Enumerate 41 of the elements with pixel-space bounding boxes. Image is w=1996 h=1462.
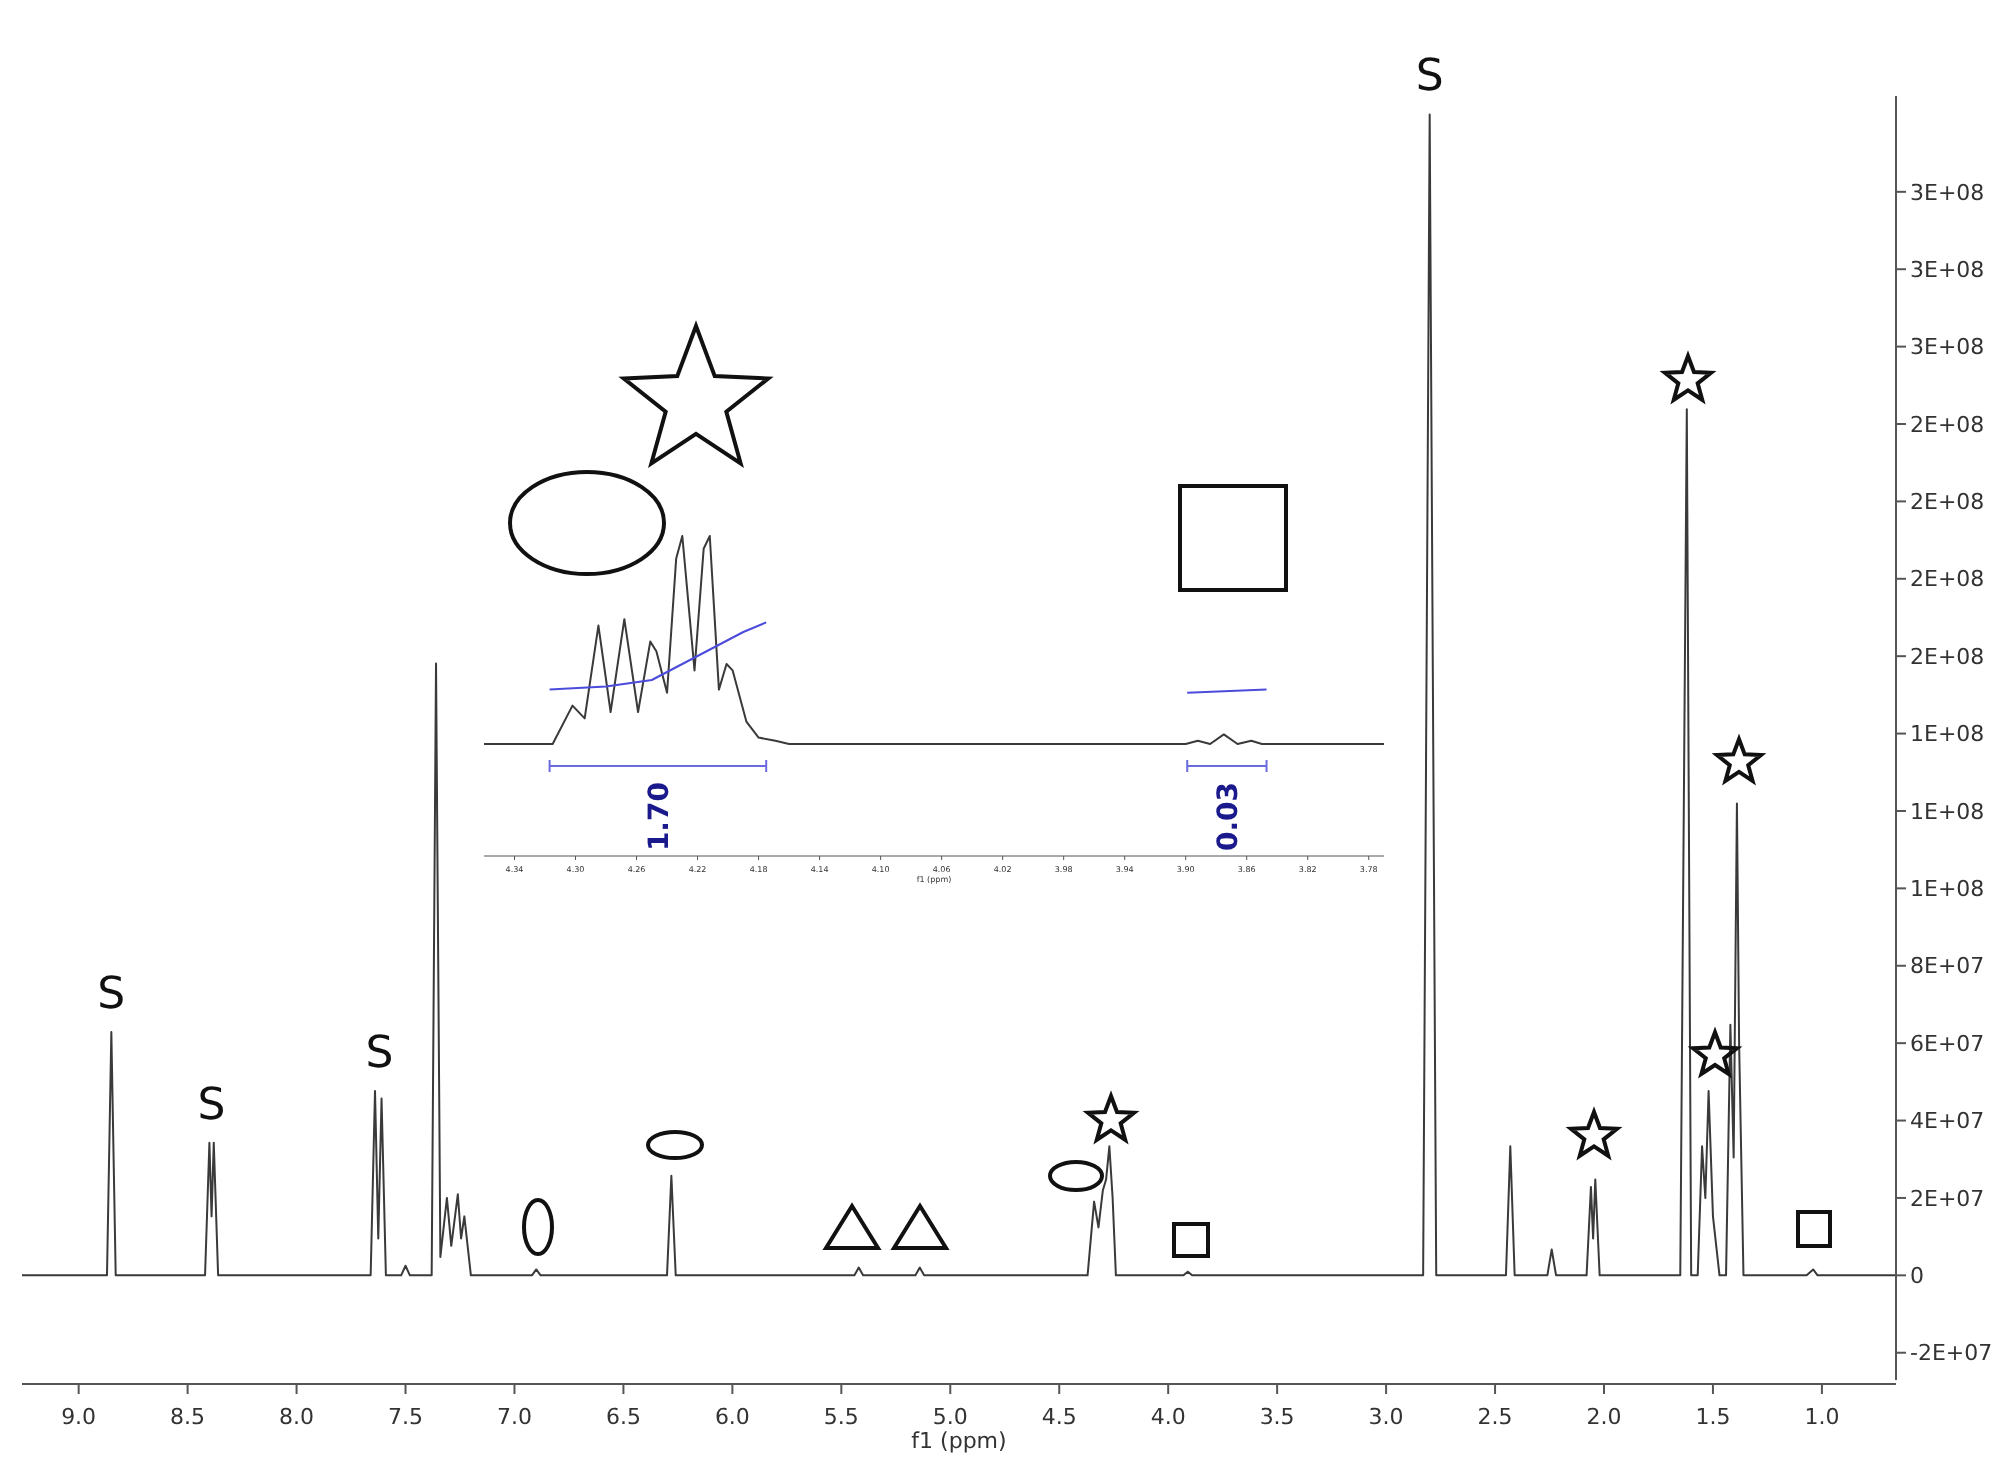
x-tick-label: 2.0: [1586, 1404, 1622, 1430]
x-tick-label: 4.0: [1150, 1404, 1186, 1430]
annotation: S: [1415, 52, 1444, 103]
y-tick-label: -2E+07: [1910, 1340, 1993, 1367]
x-tick-label: 6.5: [605, 1404, 641, 1430]
annotation: 1.70: [643, 781, 676, 852]
line-series: [21, 113, 1897, 1277]
x-tick-label: 5.0: [932, 1404, 968, 1430]
x-tick-label: 8.0: [279, 1404, 315, 1430]
y-tick-label: 2E+08: [1910, 566, 1985, 593]
y-tick-label: 3E+08: [1910, 334, 1985, 361]
y-tick-label: 1E+08: [1910, 876, 1985, 903]
annotation: S: [365, 1029, 394, 1080]
y-tick-label: 2E+07: [1910, 1185, 1985, 1212]
x-axis-title: f1 (ppm): [911, 1428, 1007, 1454]
y-tick-label: 2E+08: [1910, 643, 1985, 670]
y-tick-label: 0: [1910, 1263, 1924, 1290]
x-tick-label: 7.5: [388, 1404, 424, 1430]
x-tick-label: 1.0: [1804, 1404, 1840, 1430]
x-tick-label: 2.5: [1477, 1404, 1513, 1430]
annotation: S: [197, 1080, 226, 1131]
y-tick-label: 2E+08: [1910, 411, 1985, 438]
annotation: 0.03: [1212, 782, 1245, 852]
x-tick-label: 4.5: [1041, 1404, 1077, 1430]
y-tick-label: 4E+07: [1910, 1108, 1985, 1135]
x-tick-label: 3.5: [1259, 1404, 1295, 1430]
x-tick-label: 9.0: [61, 1404, 97, 1430]
y-tick-label: 1E+08: [1910, 798, 1985, 825]
y-tick-label: 2E+08: [1910, 489, 1985, 516]
y-tick-label: 3E+08: [1910, 179, 1985, 206]
x-tick-label: 7.0: [496, 1404, 532, 1430]
x-tick-label: 1.5: [1695, 1404, 1731, 1430]
y-tick-label: 6E+07: [1910, 1030, 1985, 1057]
y-tick-label: 1E+08: [1910, 721, 1985, 748]
y-tick-label: 3E+08: [1910, 256, 1985, 283]
x-tick-label: 3.0: [1368, 1404, 1404, 1430]
y-tick-label: 8E+07: [1910, 953, 1985, 980]
x-tick-label: 8.5: [170, 1404, 206, 1430]
annotation: S: [97, 970, 126, 1021]
x-tick-label: 5.5: [823, 1404, 859, 1430]
x-tick-label: 6.0: [714, 1404, 750, 1430]
